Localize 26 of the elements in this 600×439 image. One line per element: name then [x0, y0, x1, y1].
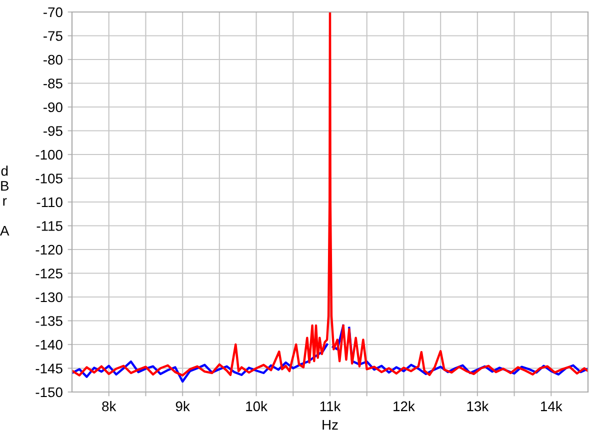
x-tick-label: 10k [246, 401, 268, 412]
y-tick-label: -140 [36, 340, 62, 350]
y-tick-label: -120 [36, 244, 62, 255]
x-axis-title: Hz [322, 420, 338, 430]
y-tick-label: -95 [44, 126, 62, 136]
y-tick-label: -85 [44, 78, 62, 88]
y-tick-label: -80 [44, 54, 62, 65]
y-tick-label: -125 [36, 268, 62, 278]
y-tick-label: -70 [44, 7, 62, 18]
x-tick-label: 12k [394, 401, 415, 412]
x-tick-label: 11k [320, 401, 341, 412]
y-tick-label: -90 [44, 102, 62, 112]
y-tick-label: -145 [36, 364, 62, 374]
y-tick-label: -115 [36, 221, 62, 231]
x-tick-label: 9k [176, 401, 190, 412]
y-tick-label: -135 [36, 316, 62, 326]
text: dBr A [0, 166, 10, 236]
y-tick-label: -105 [36, 174, 62, 184]
y-tick-label: -130 [36, 292, 62, 302]
y-tick-label: -150 [36, 387, 62, 398]
y-tick-label: -75 [44, 31, 62, 41]
y-tick-label: -100 [36, 150, 62, 160]
y-tick-label: -110 [36, 197, 62, 208]
x-tick-label: 13k [467, 401, 489, 412]
x-tick-label: 14k [541, 401, 562, 412]
x-tick-label: 8k [102, 401, 116, 412]
